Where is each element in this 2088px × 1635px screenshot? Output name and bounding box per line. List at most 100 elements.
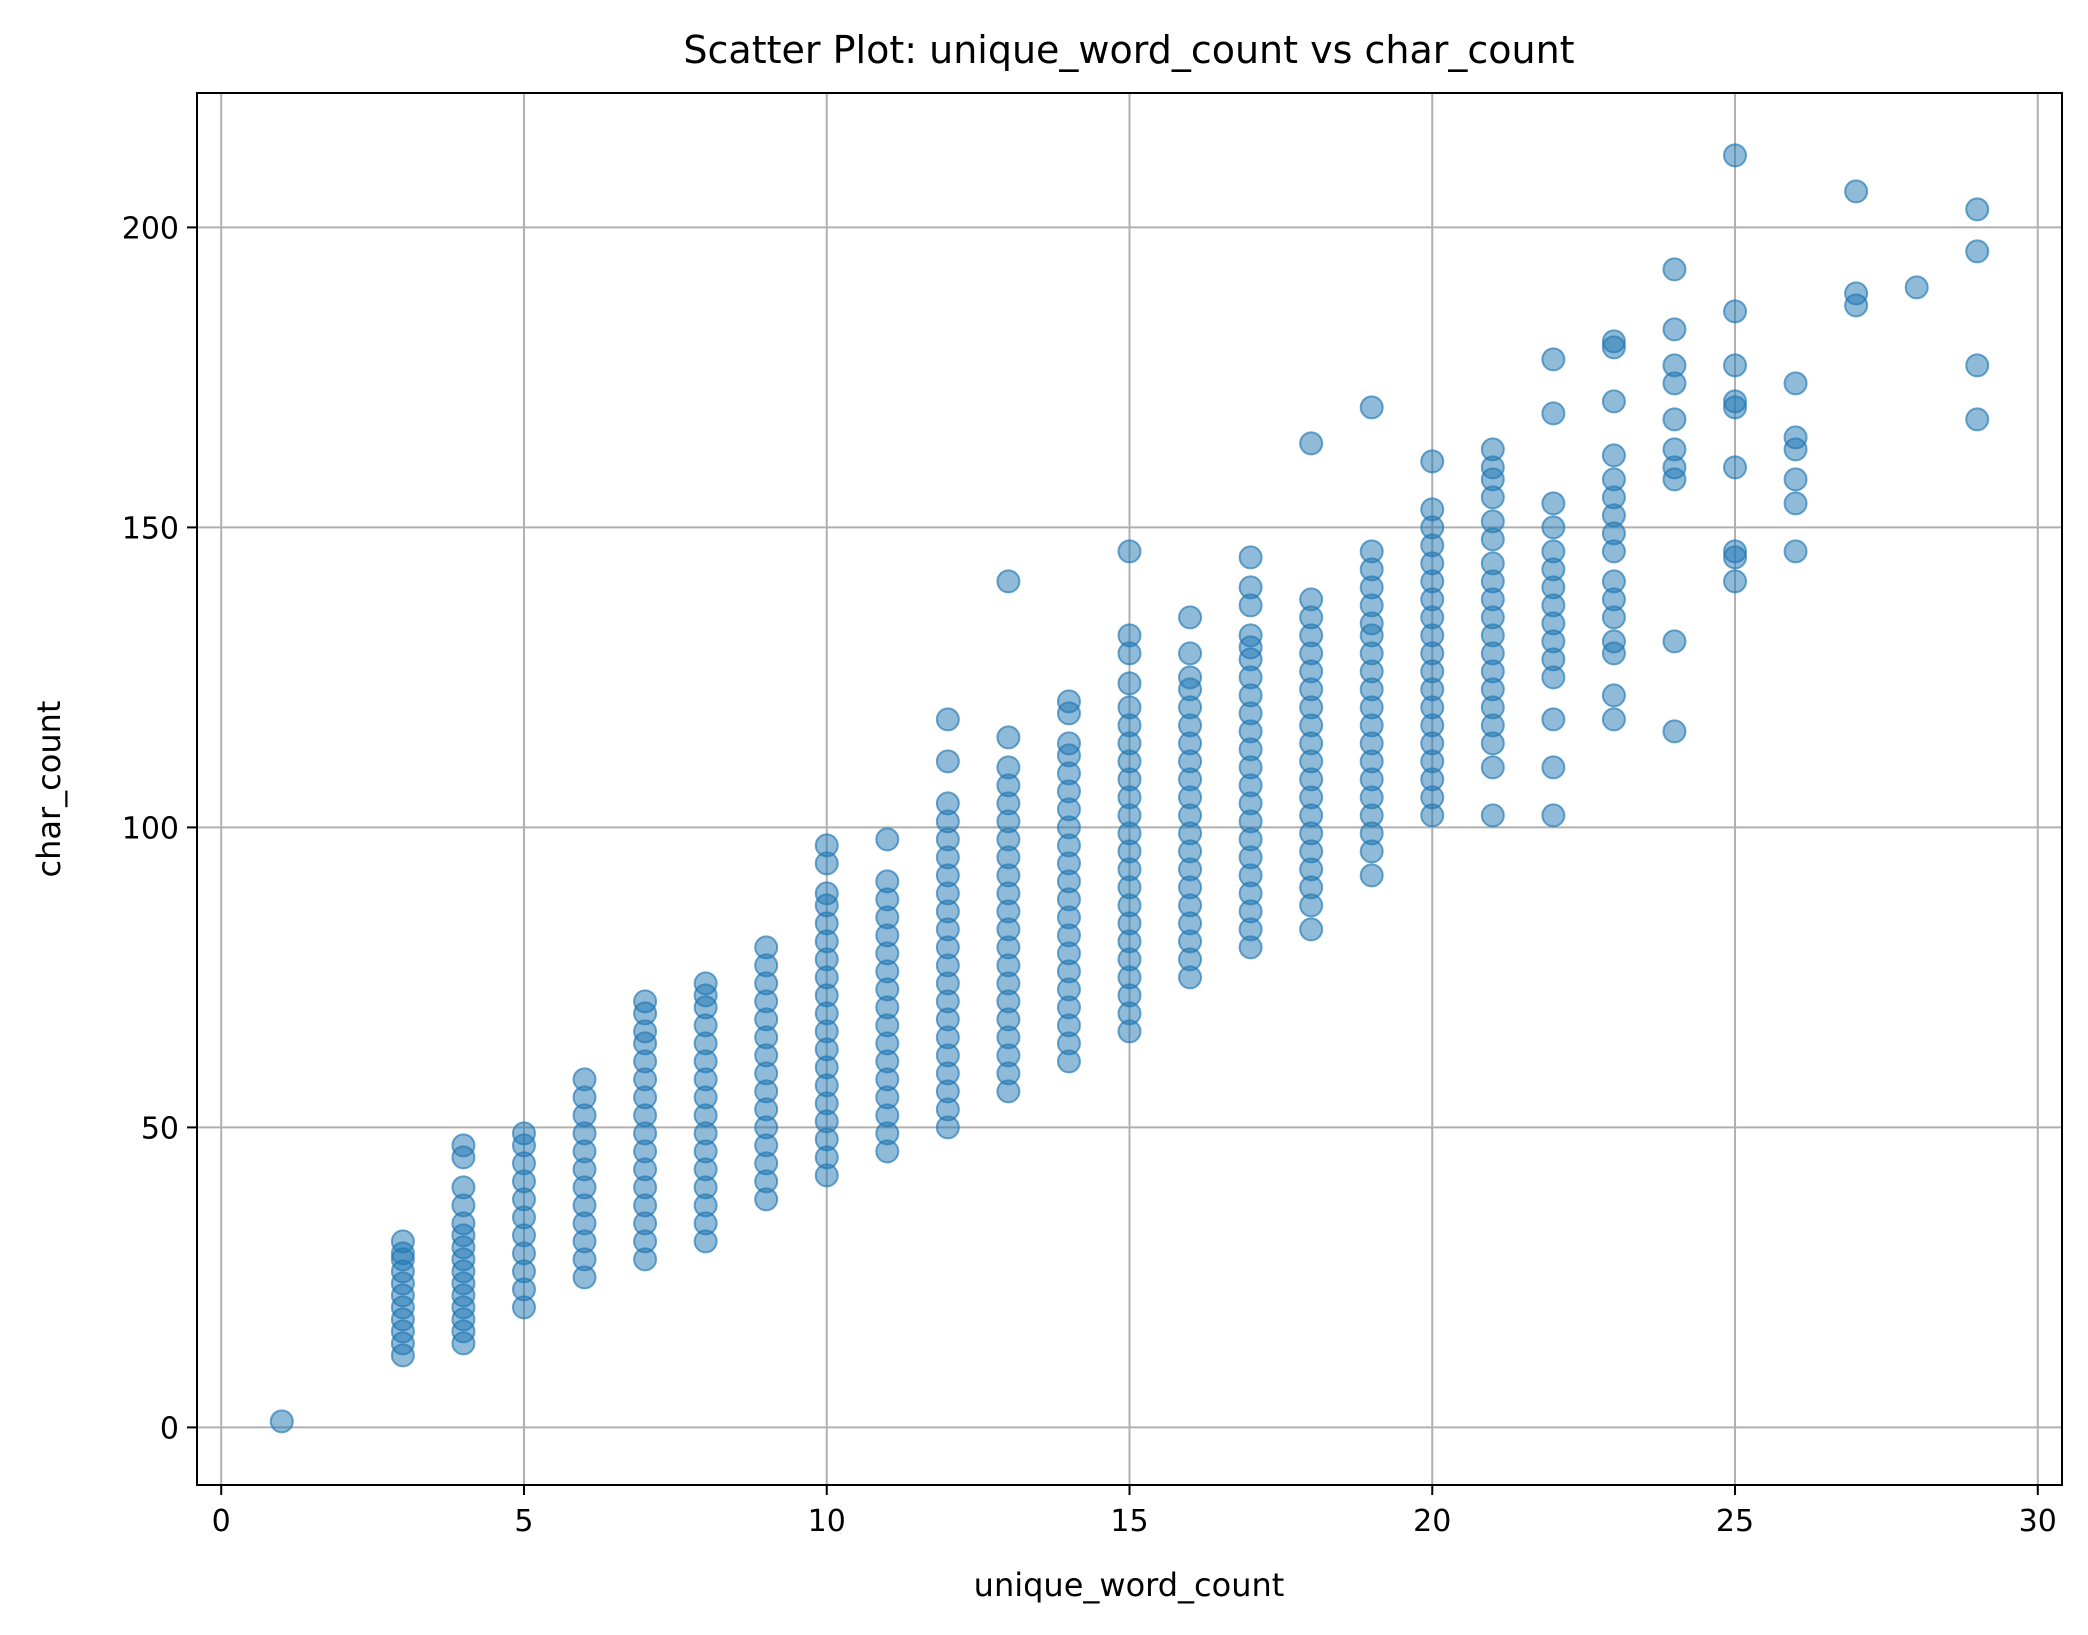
- data-point: [1601, 329, 1626, 354]
- data-point: [1783, 371, 1808, 396]
- data-point: [1299, 431, 1324, 456]
- data-point: [511, 1121, 536, 1146]
- data-point: [814, 833, 839, 858]
- x-tick-label: 10: [808, 1504, 846, 1539]
- data-point: [1541, 515, 1566, 540]
- data-point: [875, 869, 900, 894]
- data-point: [996, 725, 1021, 750]
- data-point: [1480, 803, 1505, 828]
- data-point: [1178, 605, 1203, 630]
- x-tick-label: 20: [1413, 1504, 1451, 1539]
- data-point: [1601, 389, 1626, 414]
- data-point: [1844, 281, 1869, 306]
- data-point: [1238, 623, 1263, 648]
- data-point: [1299, 587, 1324, 612]
- data-point: [1965, 197, 1990, 222]
- data-point: [1359, 863, 1384, 888]
- data-point: [1238, 575, 1263, 600]
- data-point: [1420, 449, 1445, 474]
- data-point: [1662, 437, 1687, 462]
- data-point: [1541, 491, 1566, 516]
- data-point: [1723, 455, 1748, 480]
- data-point: [935, 791, 960, 816]
- data-point: [451, 1175, 476, 1200]
- x-tick-label: 30: [2019, 1504, 2057, 1539]
- data-point: [996, 755, 1021, 780]
- data-point: [1844, 179, 1869, 204]
- data-point: [1359, 395, 1384, 420]
- data-point: [1723, 299, 1748, 324]
- data-point: [693, 971, 718, 996]
- data-point: [1541, 401, 1566, 426]
- data-point: [1117, 671, 1142, 696]
- data-point: [1056, 731, 1081, 756]
- data-point: [1965, 239, 1990, 264]
- data-point: [1904, 275, 1929, 300]
- x-tick-label: 0: [212, 1504, 231, 1539]
- data-point: [1723, 569, 1748, 594]
- y-axis-label: char_count: [30, 701, 68, 878]
- data-point: [1723, 389, 1748, 414]
- data-point: [1420, 497, 1445, 522]
- x-tick-label: 25: [1716, 1504, 1754, 1539]
- data-point: [1238, 545, 1263, 570]
- data-point: [451, 1133, 476, 1158]
- data-point: [1662, 353, 1687, 378]
- y-tick-label: 150: [122, 511, 179, 546]
- data-point: [996, 569, 1021, 594]
- data-point: [1117, 623, 1142, 648]
- data-point: [1541, 539, 1566, 564]
- data-point: [633, 989, 658, 1014]
- data-point: [572, 1067, 597, 1092]
- data-point: [1723, 143, 1748, 168]
- data-point: [1178, 665, 1203, 690]
- data-point: [1299, 917, 1324, 942]
- data-point: [1601, 443, 1626, 468]
- data-points: [269, 143, 1990, 1434]
- data-point: [1783, 467, 1808, 492]
- data-point: [390, 1229, 415, 1254]
- data-point: [1601, 683, 1626, 708]
- data-point: [935, 749, 960, 774]
- data-point: [1601, 629, 1626, 654]
- data-point: [1723, 353, 1748, 378]
- chart-title: Scatter Plot: unique_word_count vs char_…: [683, 28, 1574, 72]
- y-tick-label: 50: [141, 1111, 179, 1146]
- y-tick-label: 200: [122, 211, 179, 246]
- y-tick-label: 0: [160, 1411, 179, 1446]
- data-point: [1480, 755, 1505, 780]
- data-point: [1541, 755, 1566, 780]
- data-point: [1601, 569, 1626, 594]
- data-point: [1117, 539, 1142, 564]
- data-point: [269, 1409, 294, 1434]
- x-tick-label: 5: [514, 1504, 533, 1539]
- data-point: [1359, 539, 1384, 564]
- data-point: [935, 707, 960, 732]
- data-point: [1662, 407, 1687, 432]
- data-point: [754, 935, 779, 960]
- data-point: [1662, 317, 1687, 342]
- data-point: [1541, 803, 1566, 828]
- data-point: [1541, 347, 1566, 372]
- data-point: [1783, 539, 1808, 564]
- data-point: [875, 827, 900, 852]
- data-point: [1480, 551, 1505, 576]
- data-point: [1965, 353, 1990, 378]
- data-point: [814, 881, 839, 906]
- data-point: [1601, 707, 1626, 732]
- y-tick-label: 100: [122, 811, 179, 846]
- data-point: [1056, 689, 1081, 714]
- x-tick-label: 15: [1110, 1504, 1148, 1539]
- data-point: [1541, 707, 1566, 732]
- data-point: [1601, 467, 1626, 492]
- data-point: [1965, 407, 1990, 432]
- data-point: [1480, 509, 1505, 534]
- data-point: [1480, 437, 1505, 462]
- data-point: [1117, 695, 1142, 720]
- x-axis-label: unique_word_count: [974, 1566, 1285, 1604]
- data-point: [1783, 425, 1808, 450]
- data-point: [1783, 491, 1808, 516]
- axis-ticks: 0 5 10 15 20 25 30 0 50 100 150 200: [122, 211, 2057, 1539]
